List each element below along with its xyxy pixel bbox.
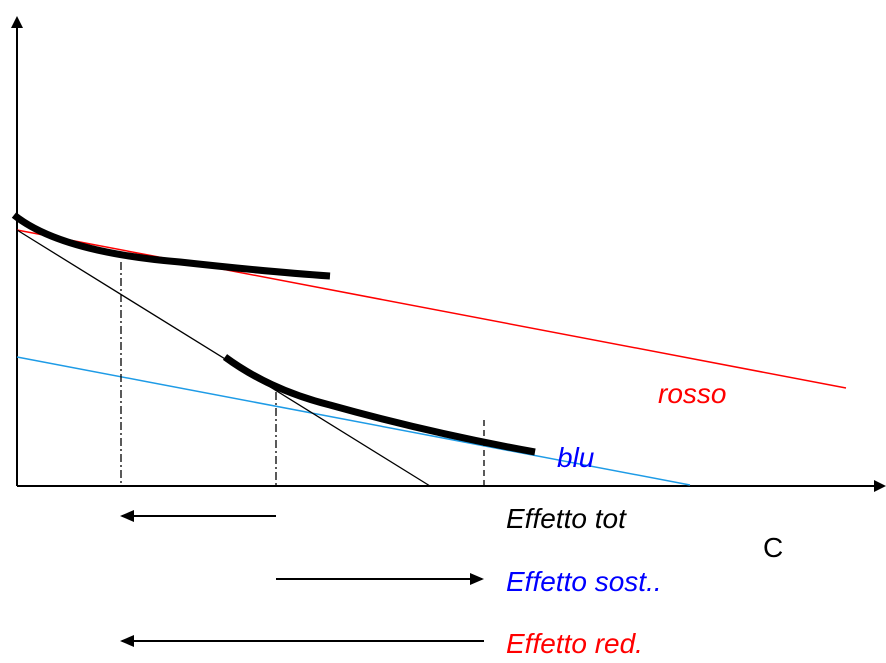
red-budget-line — [16, 229, 847, 389]
label-blu: blu — [557, 442, 595, 473]
compensated-budget-line — [16, 229, 431, 487]
label-effetto-tot: Effetto tot — [506, 503, 627, 534]
blue-budget-line — [16, 356, 691, 486]
label-rosso: rosso — [658, 378, 726, 409]
indifference-curve-upper — [11, 212, 331, 280]
label-effetto-sost: Effetto sost.. — [506, 566, 662, 597]
indifference-curve-lower — [222, 354, 536, 456]
label-x-axis: C — [763, 532, 783, 563]
label-effetto-red: Effetto red. — [506, 628, 643, 658]
